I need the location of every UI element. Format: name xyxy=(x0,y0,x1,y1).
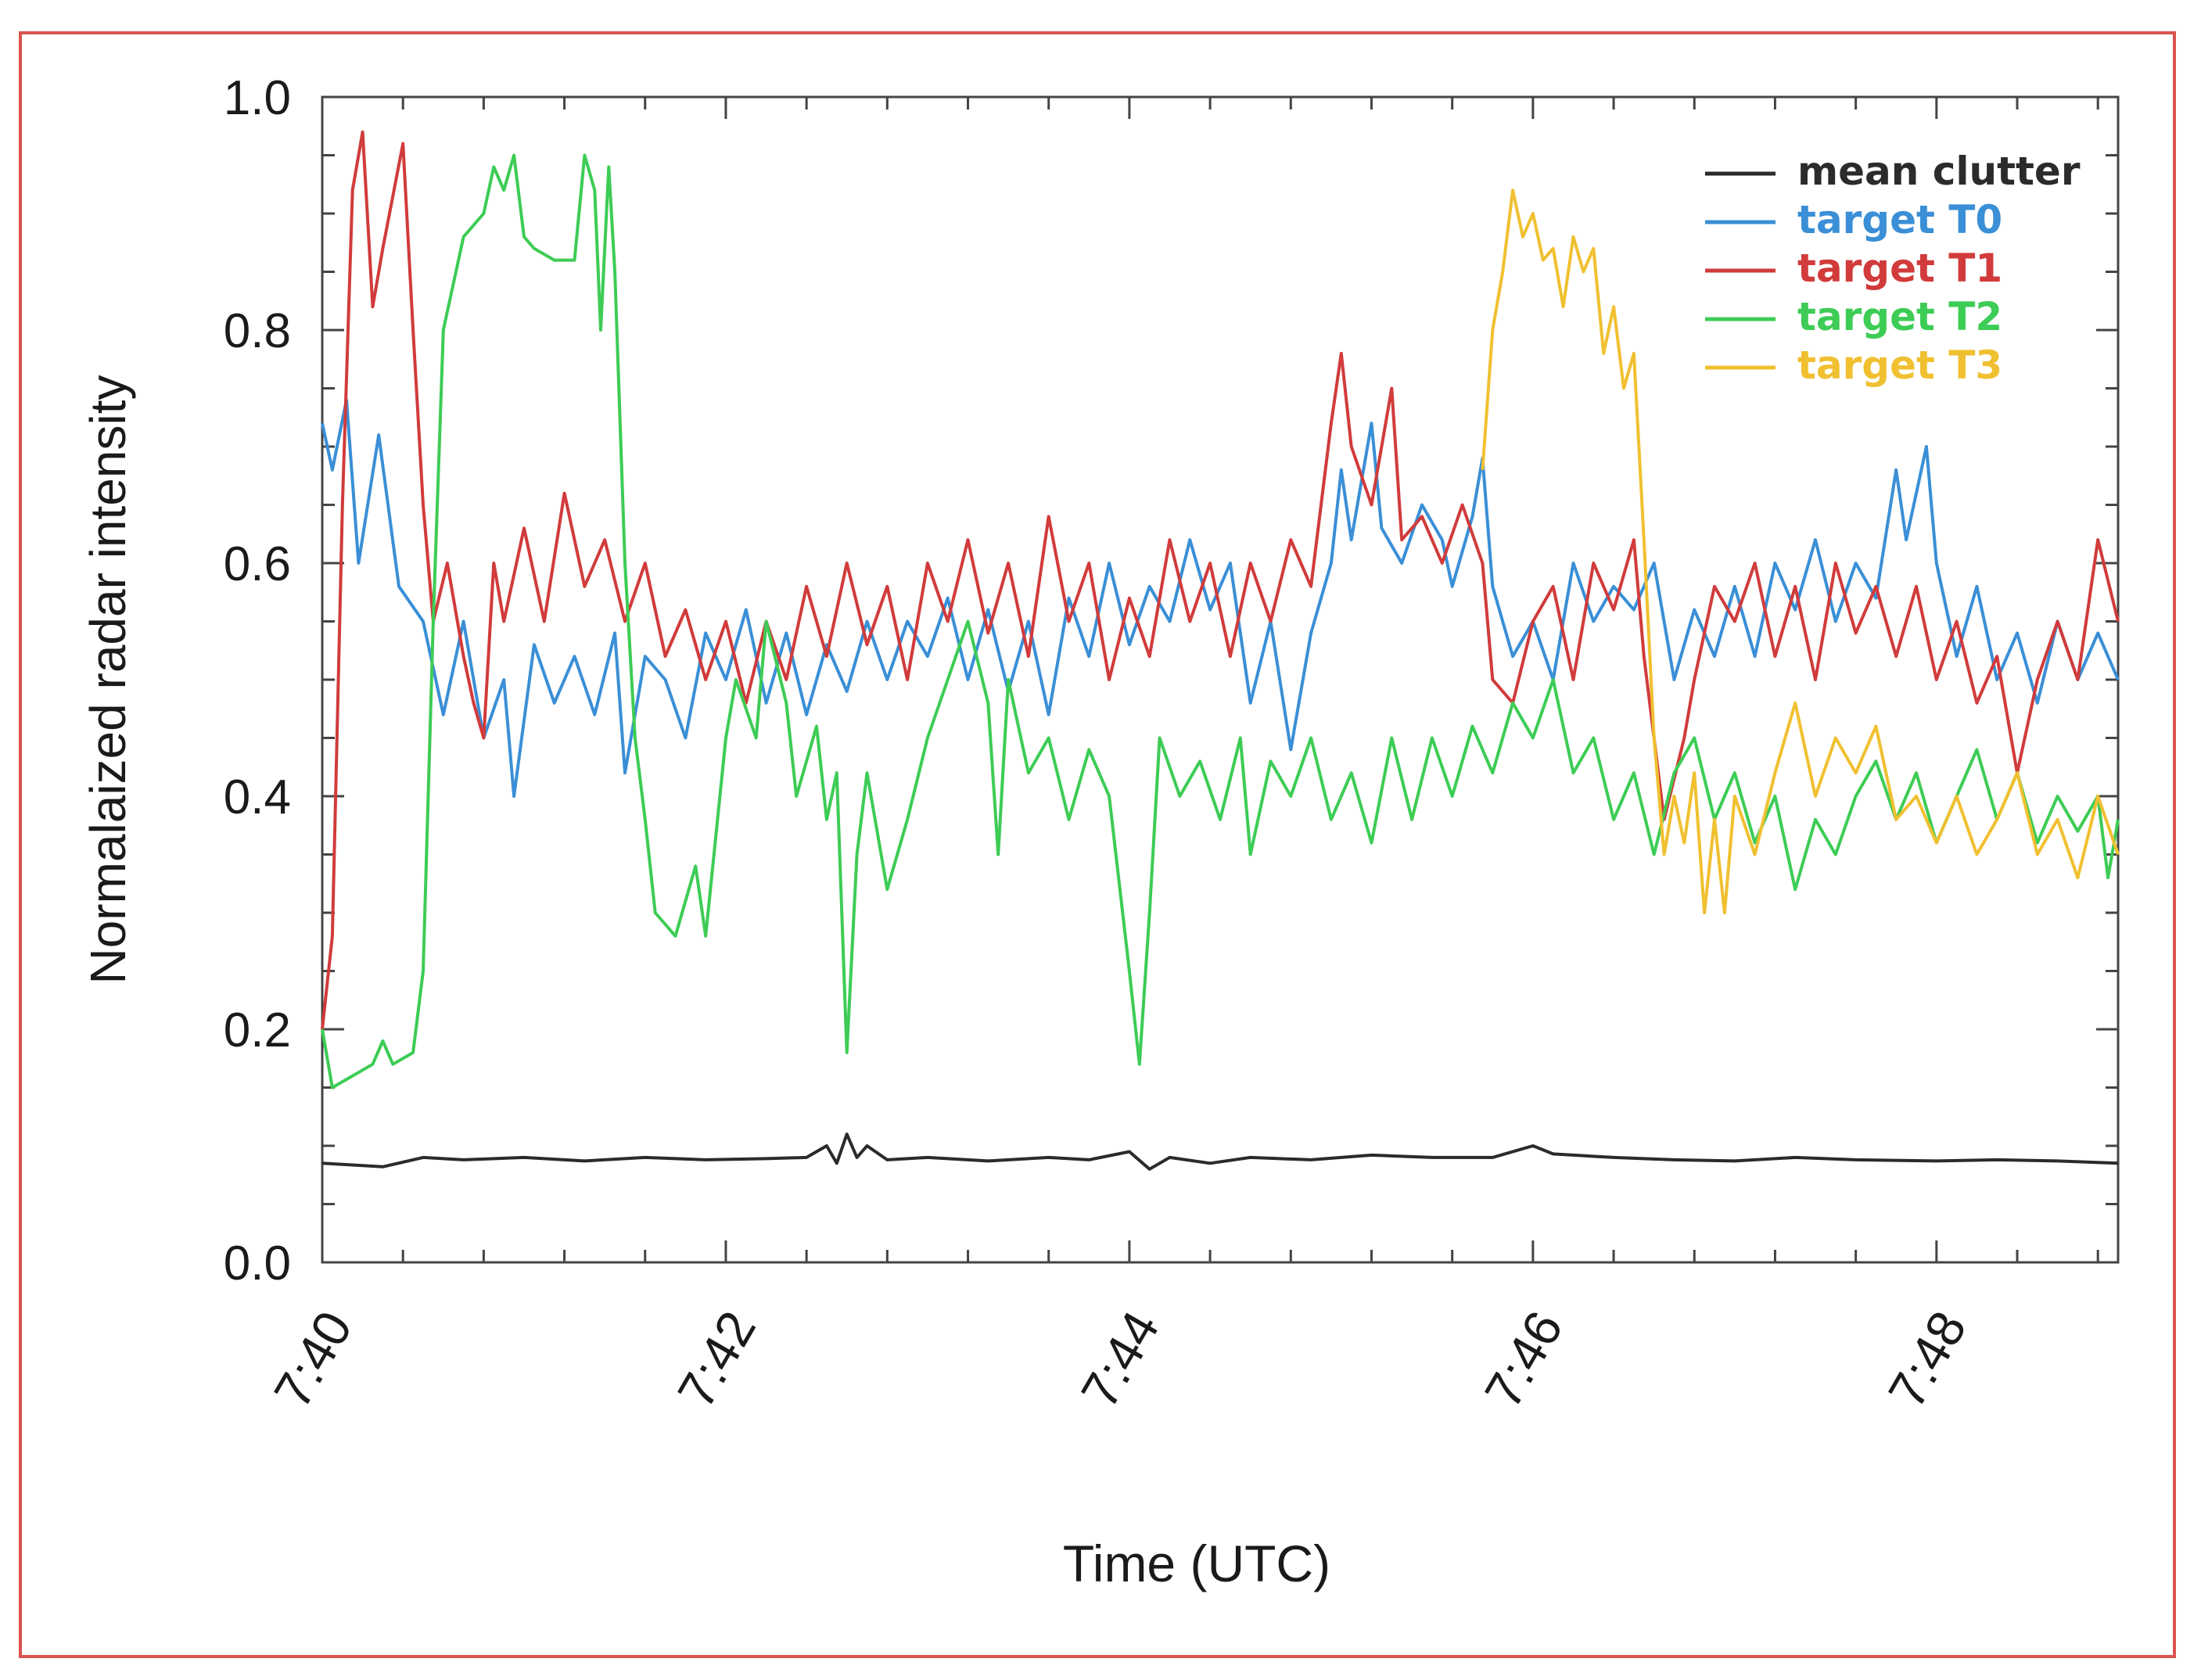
x-tick-label: 7:46 xyxy=(1474,1301,1574,1417)
legend-label: target T2 xyxy=(1797,294,2002,339)
y-tick-label: 0.8 xyxy=(224,304,291,358)
plot-area xyxy=(321,95,2120,1264)
x-tick-label: 7:40 xyxy=(263,1301,363,1417)
x-tick-label: 7:42 xyxy=(666,1301,767,1417)
y-tick-labels: 0.0 0.2 0.4 0.6 0.8 1.0 xyxy=(224,71,291,1291)
x-tick-label: 7:44 xyxy=(1070,1301,1170,1417)
y-tick-label: 0.0 xyxy=(224,1237,291,1291)
x-axis-label: Time (UTC) xyxy=(1063,1535,1330,1592)
y-axis-label: Normalaized radar intensity xyxy=(80,375,136,985)
y-tick-label: 0.2 xyxy=(224,1003,291,1057)
series-layer xyxy=(321,130,2120,1171)
y-tick-label: 0.4 xyxy=(224,770,291,824)
series-line-target-t3 xyxy=(1481,188,2120,914)
legend-label: mean clutter xyxy=(1797,149,2081,194)
y-tick-label: 0.6 xyxy=(224,537,291,591)
x-tick-label: 7:48 xyxy=(1877,1301,1977,1417)
legend-label: target T3 xyxy=(1797,343,2002,388)
legend-label: target T0 xyxy=(1797,197,2002,242)
series-line-target-t1 xyxy=(321,130,2120,1030)
x-tick-labels: 7:40 7:42 7:44 7:46 7:48 xyxy=(263,1301,1977,1417)
series-line-target-t0 xyxy=(321,398,2120,798)
series-line-mean-clutter xyxy=(321,1133,2119,1171)
axis-ticks xyxy=(321,95,2118,1264)
series-line-target-t2 xyxy=(321,153,2120,1089)
legend-label: target T1 xyxy=(1797,246,2002,291)
y-tick-label: 1.0 xyxy=(224,71,291,125)
